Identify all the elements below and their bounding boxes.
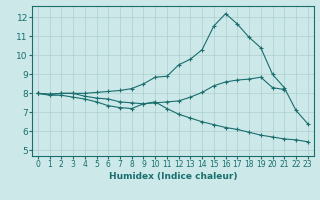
X-axis label: Humidex (Indice chaleur): Humidex (Indice chaleur) <box>108 172 237 181</box>
